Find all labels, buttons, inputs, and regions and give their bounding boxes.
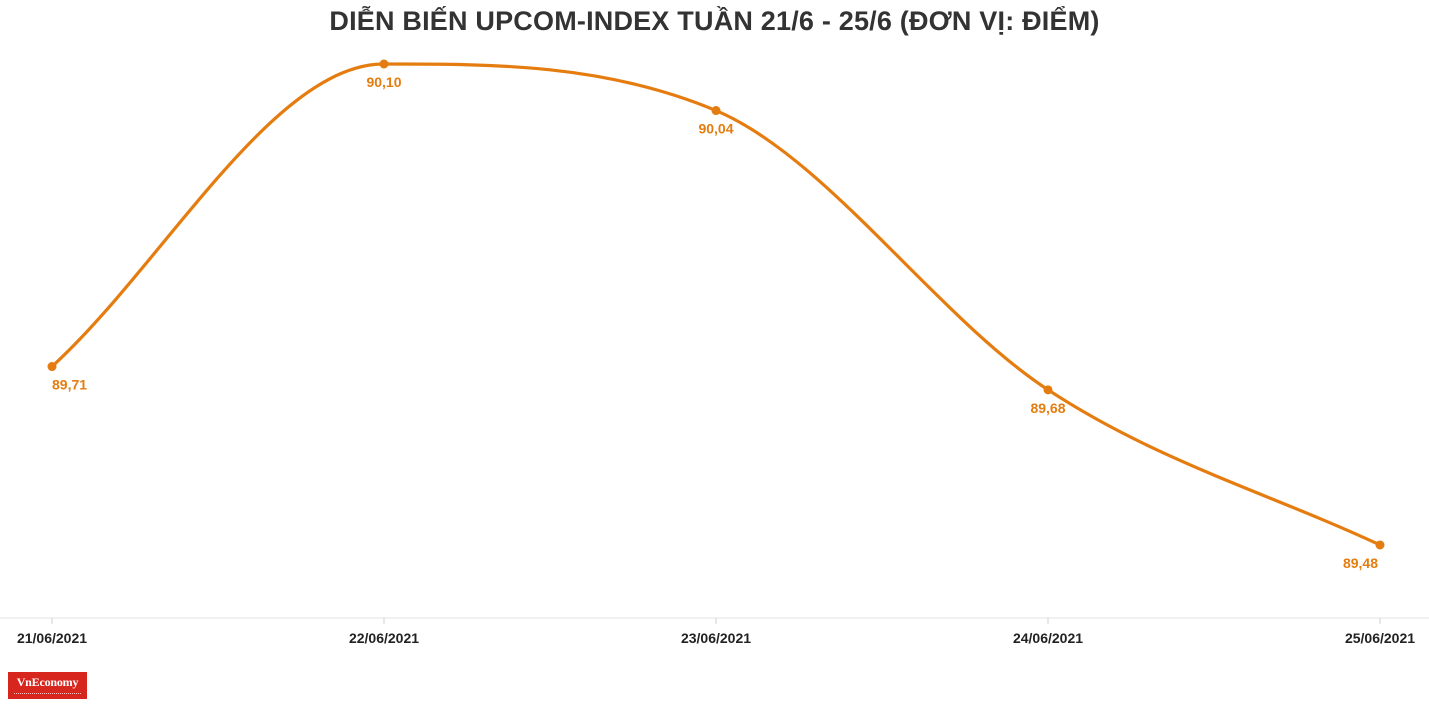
data-point [1043,385,1053,395]
data-point [379,59,389,69]
x-tick-label: 23/06/2021 [681,630,751,646]
x-tick-label: 24/06/2021 [1013,630,1083,646]
logo-tagline [14,693,81,696]
data-label: 90,04 [698,121,733,137]
data-label: 90,10 [366,74,401,90]
chart-title: DIỄN BIẾN UPCOM-INDEX TUẦN 21/6 - 25/6 (… [329,6,1100,36]
data-labels: 89,71 90,10 90,04 89,68 89,48 [52,74,1378,571]
x-axis: 21/06/2021 22/06/2021 23/06/2021 24/06/2021… [0,617,1429,646]
data-label: 89,68 [1030,400,1065,416]
data-points [47,59,1385,550]
vneconomy-logo: VnEconomy [8,672,87,699]
x-tick-label: 22/06/2021 [349,630,419,646]
x-tick-label: 21/06/2021 [17,630,87,646]
logo-text: VnEconomy [16,675,79,689]
data-label: 89,48 [1343,555,1378,571]
data-point [47,362,57,372]
data-point [1375,540,1385,550]
x-tick-label: 25/06/2021 [1345,630,1415,646]
data-point [711,106,721,116]
data-label: 89,71 [52,377,87,393]
